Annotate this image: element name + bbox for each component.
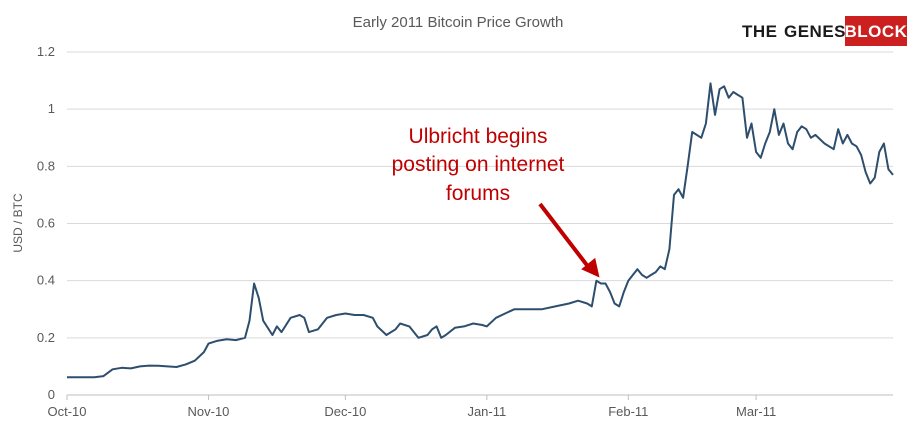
y-tick-label: 0.6 xyxy=(37,216,55,231)
logo-word-block: BLOCK xyxy=(845,22,908,41)
logo: THE GENESIS BLOCK xyxy=(742,16,908,46)
logo-block-box xyxy=(845,16,907,46)
y-axis-label: USD / BTC xyxy=(11,193,25,253)
x-tick-label: Dec-10 xyxy=(324,404,366,419)
y-tick-label: 0 xyxy=(48,387,55,402)
y-tick-label: 0.2 xyxy=(37,330,55,345)
price-series-line xyxy=(67,82,894,379)
annotation-line-3: forums xyxy=(446,182,510,205)
x-tick-label: Jan-11 xyxy=(467,404,506,419)
annotation-arrow-head xyxy=(581,257,600,278)
chart-title: Early 2011 Bitcoin Price Growth xyxy=(353,14,564,31)
y-tick-label: 1.2 xyxy=(37,44,55,59)
logo-word-the: THE xyxy=(742,22,778,41)
annotation-line-1: Ulbricht begins xyxy=(409,125,548,148)
y-axis-ticks: 0 0.2 0.4 0.6 0.8 1 1.2 xyxy=(37,44,55,402)
x-tick-label: Feb-11 xyxy=(608,404,648,419)
y-tick-label: 0.4 xyxy=(37,273,55,288)
gridlines xyxy=(67,51,893,396)
annotation-line-2: posting on internet xyxy=(392,153,565,176)
annotation-arrow-shaft xyxy=(538,202,592,270)
x-axis-ticks: Oct-10 Nov-10 Dec-10 Jan-11 Feb-11 Mar-11 xyxy=(47,395,776,419)
y-tick-label: 0.8 xyxy=(37,158,55,173)
x-tick-label: Oct-10 xyxy=(47,404,86,419)
y-tick-label: 1 xyxy=(48,101,55,116)
x-tick-label: Mar-11 xyxy=(736,404,776,419)
series-group xyxy=(67,82,894,379)
annotation: Ulbricht begins posting on internet foru… xyxy=(392,125,600,278)
logo-word-genesis: GENESIS xyxy=(784,22,863,41)
x-tick-label: Nov-10 xyxy=(188,404,230,419)
